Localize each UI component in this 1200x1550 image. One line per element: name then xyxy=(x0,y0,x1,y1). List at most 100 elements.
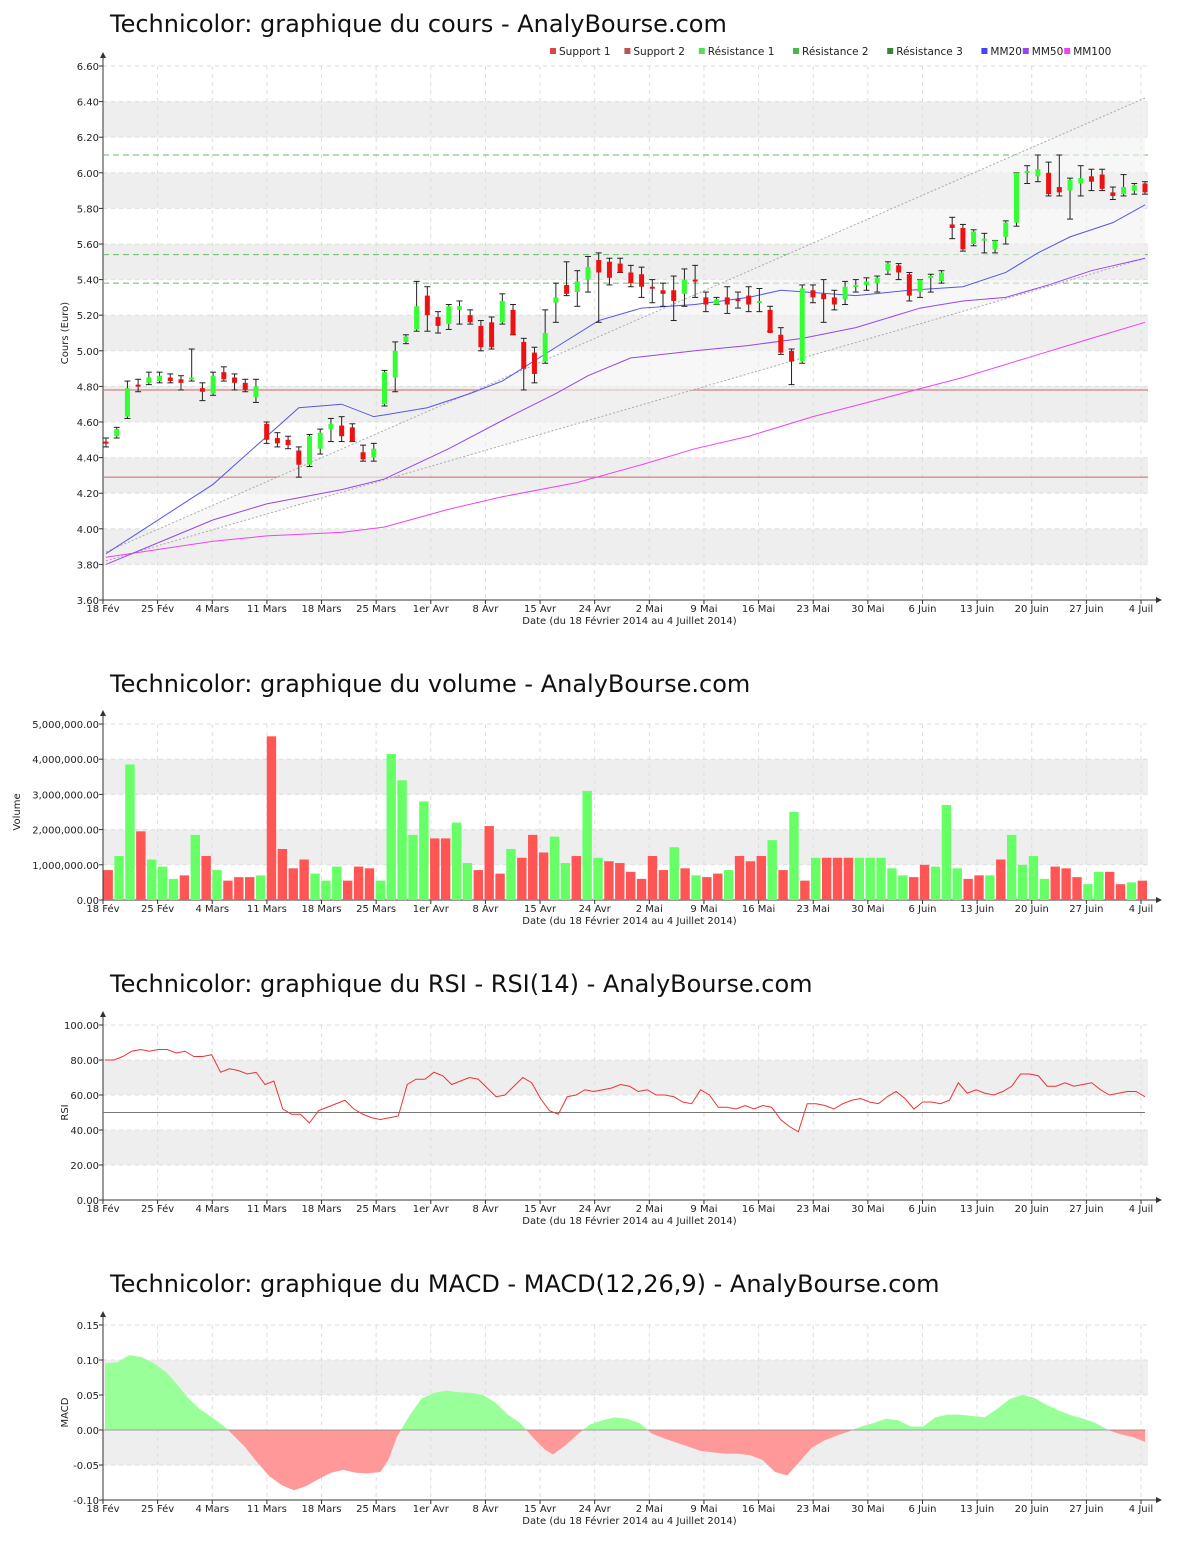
y-tick-label: 6.00 xyxy=(77,169,99,180)
candle-body xyxy=(992,240,998,250)
volume-bar xyxy=(756,856,767,900)
volume-bar xyxy=(397,780,407,900)
candle-body xyxy=(435,316,441,326)
y-tick-label: 0.00 xyxy=(77,896,99,907)
volume-bar xyxy=(745,861,756,900)
y-axis-label: MACD xyxy=(60,1397,71,1427)
candle-body xyxy=(285,439,291,446)
candle-body xyxy=(381,372,387,405)
candle-body xyxy=(1035,169,1041,177)
candle-body xyxy=(103,441,109,444)
volume-bar xyxy=(386,753,396,900)
candle-body xyxy=(756,300,762,303)
macd-positive-area xyxy=(105,1355,228,1430)
candle-body xyxy=(467,315,473,323)
candle-body xyxy=(885,263,891,271)
x-tick-label: 13 Juin xyxy=(960,1504,994,1515)
x-tick-label: 18 Mars xyxy=(302,604,342,615)
candle-body xyxy=(714,299,720,305)
macd-negative-area xyxy=(526,1430,584,1455)
y-tick-label: 40.00 xyxy=(70,1126,99,1137)
volume-bar xyxy=(1039,878,1050,900)
candle-body xyxy=(971,231,977,244)
x-tick-label: 30 Mai xyxy=(851,1504,884,1515)
x-axis-label: Date (du 18 Février 2014 au 4 Juillet 20… xyxy=(522,1515,736,1527)
candle-body xyxy=(639,274,645,287)
x-tick-label: 16 Mai xyxy=(742,1504,775,1515)
volume-bar xyxy=(440,838,451,900)
volume-bar xyxy=(887,868,897,900)
y-tick-label: 20.00 xyxy=(70,1161,99,1172)
candle-body xyxy=(1056,187,1062,193)
volume-bar xyxy=(1028,856,1039,900)
y-tick-label: 6.60 xyxy=(77,62,99,73)
volume-bar xyxy=(168,878,179,900)
y-tick-label: 60.00 xyxy=(70,1091,99,1102)
y-tick-label: 4.00 xyxy=(77,525,99,536)
candle-body xyxy=(253,386,259,398)
volume-bar xyxy=(408,834,418,900)
candle-body xyxy=(746,295,752,305)
x-tick-label: 25 Mars xyxy=(356,1504,396,1515)
volume-chart: 0.00 1,000,000.00 2,000,000.00 3,000,000.00… xyxy=(12,710,1162,927)
price-chart-title: Technicolor: graphique du cours - AnalyB… xyxy=(110,10,727,38)
candle-body xyxy=(617,263,623,273)
legend-label: Résistance 3 xyxy=(896,46,963,58)
y-tick-label: 1,000,000.00 xyxy=(32,861,99,872)
volume-bar xyxy=(419,801,429,900)
candle-body xyxy=(167,377,173,382)
volume-bar xyxy=(800,880,810,900)
y-tick-label: -0.10 xyxy=(73,1496,99,1507)
x-tick-label: 4 Juil xyxy=(1129,1504,1153,1515)
y-axis-label: Volume xyxy=(12,793,23,830)
x-axis-arrow xyxy=(1156,897,1162,903)
y-tick-label: 0.15 xyxy=(77,1321,99,1332)
volume-bar xyxy=(462,863,473,900)
legend-swatch xyxy=(1022,48,1029,54)
volume-bar xyxy=(332,866,342,900)
candle-body xyxy=(735,299,741,302)
x-tick-label: 16 Mai xyxy=(742,604,775,615)
volume-bar xyxy=(811,857,821,900)
volume-bar xyxy=(669,847,679,900)
y-tick-label: 5.80 xyxy=(77,204,99,215)
y-tick-label: 5.40 xyxy=(77,276,99,287)
volume-bar xyxy=(832,857,843,900)
x-tick-label: 30 Mai xyxy=(851,904,884,915)
volume-bar xyxy=(484,826,494,900)
y-axis-arrow xyxy=(100,52,106,58)
candle-body xyxy=(414,306,420,330)
x-tick-label: 1er Avr xyxy=(413,904,450,915)
volume-bar xyxy=(767,840,777,900)
volume-bar xyxy=(136,831,146,900)
x-tick-label: 8 Avr xyxy=(473,904,500,915)
volume-bar xyxy=(734,856,745,900)
x-tick-label: 11 Mars xyxy=(247,1504,287,1515)
volume-bar xyxy=(909,877,919,900)
volume-bar xyxy=(919,864,930,900)
grid-band xyxy=(103,759,1148,795)
x-tick-label: 4 Juil xyxy=(1129,604,1153,615)
x-tick-label: 11 Mars xyxy=(247,604,287,615)
volume-bar xyxy=(571,856,581,900)
x-tick-label: 20 Juin xyxy=(1015,604,1049,615)
x-tick-label: 25 Fév xyxy=(141,1503,174,1515)
volume-bar xyxy=(604,861,614,900)
macd-negative-area xyxy=(227,1430,401,1491)
candle-body xyxy=(853,284,859,287)
candle-body xyxy=(317,432,323,449)
x-tick-label: 18 Mars xyxy=(302,1504,342,1515)
candle-body xyxy=(799,288,805,362)
volume-bar xyxy=(353,866,364,900)
x-tick-label: 1er Avr xyxy=(413,604,450,615)
x-tick-label: 2 Mai xyxy=(636,1504,663,1515)
y-axis-arrow xyxy=(100,1011,106,1017)
legend-swatch xyxy=(887,48,894,54)
y-tick-label: -0.05 xyxy=(73,1461,99,1472)
x-tick-label: 6 Juin xyxy=(908,604,936,615)
x-tick-label: 2 Mai xyxy=(636,904,663,915)
volume-bar xyxy=(266,736,277,900)
x-tick-label: 15 Avr xyxy=(524,1204,557,1215)
x-tick-label: 27 Juin xyxy=(1069,1204,1103,1215)
legend-label: MM100 xyxy=(1073,46,1111,58)
